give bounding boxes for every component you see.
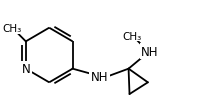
Text: NH: NH (141, 45, 159, 58)
Text: CH₃: CH₃ (3, 24, 22, 33)
Text: NH: NH (91, 70, 108, 83)
Text: N: N (21, 63, 30, 75)
Text: CH₃: CH₃ (123, 31, 142, 41)
